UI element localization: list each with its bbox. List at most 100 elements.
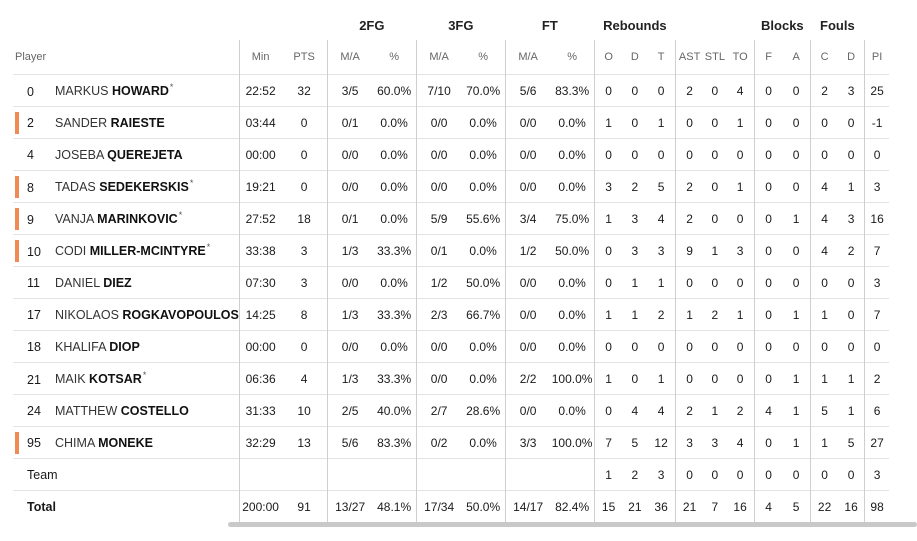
col-stl[interactable]: STL	[704, 51, 725, 63]
table-row[interactable]: 95 CHIMA MONEKE 32:29 13 5/6 83.3% 0/2 0.0% 3/3 1…	[13, 426, 890, 459]
cell-min: 27:52	[238, 202, 282, 235]
group-header-row: 2FG 3FG FT Rebounds Blocks Fouls	[13, 10, 889, 40]
cell-fouls-c: 0	[809, 330, 839, 363]
cell-blk-f: 0	[753, 266, 783, 299]
player-last-name: ROGKAVOPOULOS	[122, 307, 239, 322]
cell-3fg-ma	[415, 458, 462, 491]
cell-3fg-ma: 7/10	[415, 74, 462, 107]
cell-3fg-pct: 0.0%	[469, 115, 497, 130]
table-row[interactable]: 24 MATTHEW COSTELLO 31:33 10 2/5 40.0% 2/7 28.6…	[13, 394, 890, 427]
cell-ast: 0	[674, 458, 704, 491]
cell-reb-o: 0	[593, 330, 623, 363]
player-name-cell[interactable]: 95 CHIMA MONEKE	[13, 427, 239, 459]
cell-fouls-d: 0	[847, 467, 855, 482]
cell-3fg-ma: 1/2	[415, 266, 462, 299]
col-to[interactable]: TO	[732, 51, 748, 63]
player-last-name: MONEKE	[98, 435, 153, 450]
cell-blk-a: 5	[792, 499, 800, 514]
player-name-cell[interactable]: 24 MATTHEW COSTELLO	[13, 395, 239, 427]
col-blk-f[interactable]: F	[753, 40, 783, 75]
table-row[interactable]: 8 TADAS SEDEKERSKIS* 19:21 0 0/0 0.0% 0/0 0.0% 0…	[13, 170, 890, 203]
table-row[interactable]: 17 NIKOLAOS ROGKAVOPOULOS 14:25 8 1/3 33.3% 2/…	[13, 298, 890, 331]
player-name-cell[interactable]: 10 CODI MILLER-MCINTYRE*	[13, 235, 239, 267]
col-reb-d[interactable]: D	[630, 51, 639, 63]
cell-pir: 27	[863, 426, 890, 459]
table-row[interactable]: 21 MAIK KOTSAR* 06:36 4 1/3 33.3% 0/0 0.0% 2/2 10…	[13, 362, 890, 395]
cell-reb-t: 12	[654, 435, 668, 450]
player-name-cell[interactable]: 4 JOSEBA QUEREJETA	[13, 139, 239, 171]
starter-indicator	[15, 176, 19, 198]
col-ft-ma[interactable]: M/A	[504, 40, 551, 75]
cell-fouls-c: 0	[809, 106, 839, 139]
cell-fouls-c: 0	[809, 458, 839, 491]
player-name-cell[interactable]: 0 MARKUS HOWARD*	[13, 75, 239, 107]
cell-stl: 1	[711, 403, 719, 418]
cell-reb-d: 21	[628, 499, 642, 514]
cell-blk-a: 1	[792, 435, 800, 450]
player-number: 9	[27, 212, 34, 227]
player-name-cell[interactable]: 11 DANIEL DIEZ	[13, 267, 239, 299]
cell-fouls-c: 1	[809, 362, 839, 395]
cell-fouls-d: 5	[847, 435, 855, 450]
cell-blk-a: 0	[792, 83, 800, 98]
col-2fg-pct[interactable]: %	[389, 51, 399, 63]
cell-fouls-c: 0	[809, 266, 839, 299]
cell-3fg-pct: 50.0%	[466, 275, 501, 290]
cell-to: 0	[736, 467, 744, 482]
player-name-cell[interactable]: 18 KHALIFA DIOP	[13, 331, 239, 363]
col-ft-pct[interactable]: %	[567, 51, 577, 63]
col-reb-t[interactable]: T	[657, 51, 665, 63]
cell-ft-pct: 0.0%	[558, 115, 586, 130]
col-reb-o[interactable]: O	[593, 40, 623, 75]
cell-ft-pct: 0.0%	[558, 275, 586, 290]
cell-reb-t: 1	[657, 371, 665, 386]
cell-reb-t: 3	[657, 243, 665, 258]
player-name-cell[interactable]: 17 NIKOLAOS ROGKAVOPOULOS	[13, 299, 239, 331]
table-row[interactable]: 2 SANDER RAIESTE 03:44 0 0/1 0.0% 0/0 0.0% 0/0 0.…	[13, 106, 890, 139]
col-player[interactable]: Player	[15, 51, 47, 63]
cell-reb-o: 1	[593, 362, 623, 395]
player-number: 24	[27, 403, 41, 418]
player-name-cell[interactable]: 9 VANJA MARINKOVIC*	[13, 203, 239, 235]
cell-reb-o: 1	[593, 202, 623, 235]
cell-3fg-ma: 0/0	[415, 362, 462, 395]
col-3fg-ma[interactable]: M/A	[415, 40, 462, 75]
cell-ast: 9	[674, 234, 704, 267]
col-ast[interactable]: AST	[674, 40, 704, 75]
col-min[interactable]: Min	[238, 40, 282, 75]
cell-pts: 8	[300, 307, 308, 322]
col-3fg-pct[interactable]: %	[478, 51, 488, 63]
table-row[interactable]: 0 MARKUS HOWARD* 22:52 32 3/5 60.0% 7/10 70.0% 5…	[13, 74, 890, 107]
cell-fouls-d: 3	[847, 211, 855, 226]
col-fouls-d[interactable]: D	[847, 51, 856, 63]
player-first-name: VANJA	[55, 212, 94, 227]
cell-3fg-ma: 0/0	[415, 106, 462, 139]
cell-min: 32:29	[238, 426, 282, 459]
col-pts[interactable]: PTS	[293, 51, 315, 63]
table-row[interactable]: 10 CODI MILLER-MCINTYRE* 33:38 3 1/3 33.3% 0/1…	[13, 234, 890, 267]
col-fouls-c[interactable]: C	[809, 40, 839, 75]
player-name-cell[interactable]: 21 MAIK KOTSAR*	[13, 363, 239, 395]
table-row[interactable]: 4 JOSEBA QUEREJETA 00:00 0 0/0 0.0% 0/0 0.0% 0/0…	[13, 138, 890, 171]
cell-reb-d: 1	[631, 307, 639, 322]
player-number: 17	[27, 307, 41, 322]
col-blk-a[interactable]: A	[792, 51, 800, 63]
player-name-cell[interactable]: 8 TADAS SEDEKERSKIS*	[13, 171, 239, 203]
table-row[interactable]: 18 KHALIFA DIOP 00:00 0 0/0 0.0% 0/0 0.0% 0/0 0.0…	[13, 330, 890, 363]
col-2fg-ma[interactable]: M/A	[326, 40, 373, 75]
horizontal-scrollbar[interactable]	[228, 522, 917, 527]
cell-reb-o: 1	[593, 106, 623, 139]
cell-pir: -1	[863, 106, 890, 139]
cell-reb-t: 3	[657, 467, 665, 482]
cell-reb-d: 0	[631, 115, 639, 130]
cell-ft-ma: 0/0	[504, 170, 551, 203]
cell-2fg-pct: 0.0%	[380, 147, 408, 162]
cell-ft-pct: 0.0%	[558, 307, 586, 322]
col-pir[interactable]: PI	[863, 40, 890, 75]
cell-fouls-c: 4	[809, 202, 839, 235]
table-row[interactable]: 9 VANJA MARINKOVIC* 27:52 18 0/1 0.0% 5/9 55.6%…	[13, 202, 890, 235]
player-name-cell[interactable]: 2 SANDER RAIESTE	[13, 107, 239, 139]
table-row[interactable]: 11 DANIEL DIEZ 07:30 3 0/0 0.0% 1/2 50.0% 0/0 0.0…	[13, 266, 890, 299]
player-number: 0	[27, 84, 34, 99]
cell-stl: 0	[711, 147, 719, 162]
